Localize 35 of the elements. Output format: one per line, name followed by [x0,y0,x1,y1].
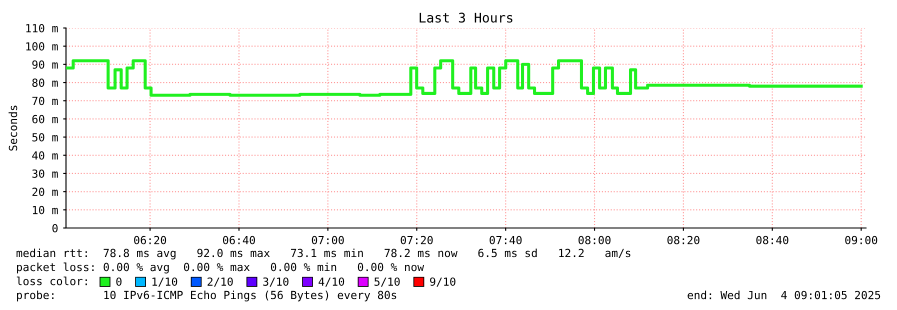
y-tick-label: 70 m [32,96,58,106]
chart-title: Last 3 Hours [420,12,512,23]
x-tick-label: 08:00 [578,236,611,244]
legend-label: 1/10 [152,277,178,287]
legend-label: 0 [116,277,122,286]
x-tick-label: 09:00 [845,236,878,244]
x-tick-label: 07:00 [312,236,344,244]
x-tick-label: 07:20 [400,236,433,244]
x-tick-label: 06:20 [134,236,166,244]
legend-title: loss color: [16,276,87,286]
legend-label: 3/10 [263,277,288,287]
y-axis-title: Seconds [8,106,18,151]
x-tick-label: 08:40 [756,236,788,244]
text: end: Wed Jun 4 09:01:05 2025 [688,290,880,300]
legend-label: 5/10 [374,277,400,287]
y-tick-label: 20 m [32,188,58,196]
text: probe: 10 IPv6-ICMP Echo Pings (56 Bytes) every 80s [17,290,396,302]
x-tick-label: 08:20 [667,236,700,244]
legend-label: 4/10 [318,277,344,287]
y-tick-label: 30 m [32,169,58,178]
y-tick-label: 50 m [32,133,58,142]
y-tick-label: 60 m [32,114,58,124]
y-tick-label: 0 [52,224,58,232]
y-tick-label: 10 m [32,206,58,214]
text: median rtt: 78.8 ms avg 92.0 ms max 73.1 ms min 78.2 ms now 6.5 ms sd 12.2 am/s [16,248,630,260]
legend-label: 9/10 [430,277,456,287]
legend-label: 2/10 [208,277,233,287]
y-tick-label: 110 m [26,24,58,32]
y-tick-label: 100 m [26,42,58,51]
y-tick-label: 80 m [32,78,58,87]
x-tick-label: 07:40 [490,236,522,244]
text: packet loss: 0.00 % avg 0.00 % max 0.00 % min 0.00 % now [17,262,424,274]
x-tick-label: 06:40 [222,236,255,244]
y-tick-label: 90 m [32,60,58,69]
y-tick-label: 40 m [32,151,58,160]
